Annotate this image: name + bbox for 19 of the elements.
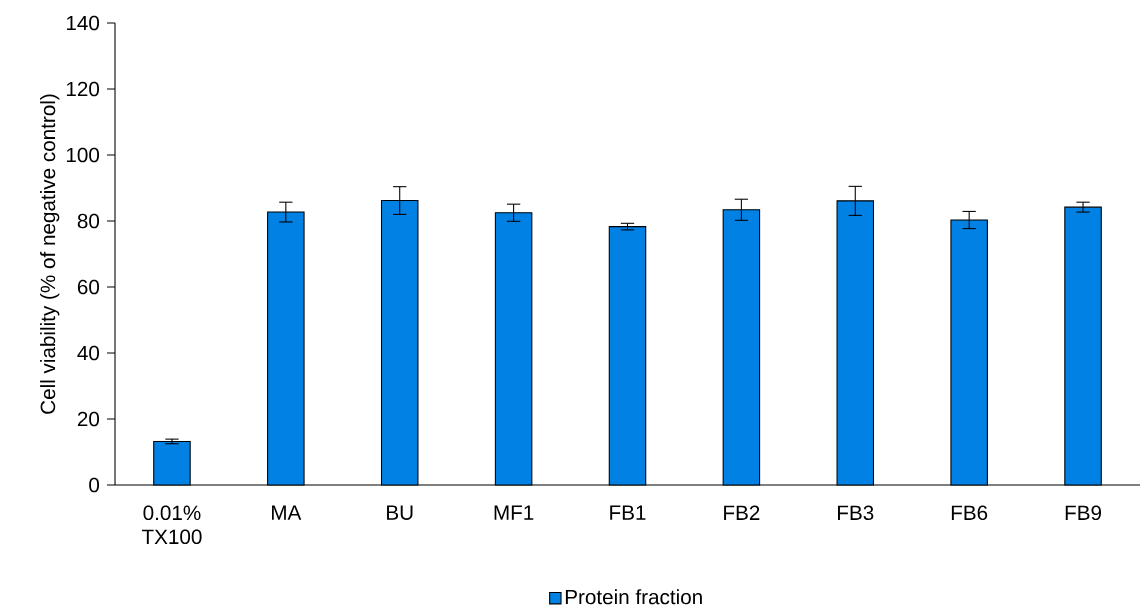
x-tick-label: FB2 <box>724 505 760 520</box>
x-tick-label: MF1 <box>494 505 534 520</box>
y-tick-label: 100 <box>66 147 100 163</box>
y-tick-label: 80 <box>77 213 100 229</box>
x-tick-label: 0.01% TX100 <box>141 505 202 545</box>
y-tick-label: 120 <box>66 81 100 97</box>
y-tick-label: 60 <box>77 279 100 295</box>
x-tick-label: FB1 <box>610 505 646 520</box>
y-tick-label: 0 <box>89 477 100 493</box>
y-axis-title: Cell viability (% of negative control) <box>40 94 60 414</box>
legend-label: Protein fraction <box>565 589 702 605</box>
y-tick-label: 140 <box>66 15 100 31</box>
x-tick-label: FB9 <box>1065 505 1102 521</box>
x-tick-label: FB6 <box>951 505 988 521</box>
x-tick-label: FB3 <box>838 505 874 521</box>
x-tick-label: BU <box>387 505 413 520</box>
y-tick-label: 20 <box>77 411 100 427</box>
x-tick-label: MA <box>272 505 302 520</box>
y-tick-label: 40 <box>77 345 100 361</box>
